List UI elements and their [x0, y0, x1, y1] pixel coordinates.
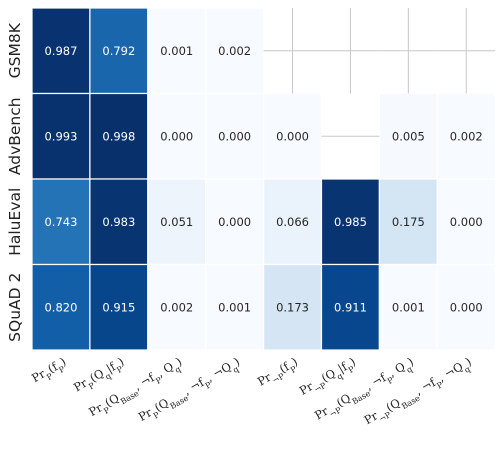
cell-value-label: 0.002: [218, 44, 251, 58]
cell-value-label: 0.005: [392, 129, 425, 143]
cell-value-label: 0.000: [276, 129, 309, 143]
column-label: Pr¬P(QBase, ¬fP, ¬Qq): [362, 354, 476, 430]
cell-value-label: 0.000: [450, 215, 483, 229]
row-label: AdvBench: [6, 97, 24, 175]
cell-value-label: 0.792: [102, 44, 135, 58]
heatmap-cell: [31, 7, 91, 95]
column-label: Pr¬P(Qq|fP): [297, 354, 360, 400]
column-labels: PrP(fP)PrP(Qq|fP)PrP(QBase, ¬fP, Qq)PrP(…: [29, 354, 476, 430]
heatmap-cell: [147, 263, 207, 351]
column-label: PrP(Qq|fP): [71, 354, 128, 397]
missing-cell-markers: [263, 8, 496, 137]
heatmap-cell: [436, 178, 496, 266]
cell-value-label: 0.998: [102, 129, 135, 143]
heatmap-cell: [31, 178, 91, 266]
heatmap-cell: [205, 263, 265, 351]
cell-value-label: 0.002: [160, 300, 193, 314]
cell-value-label: 0.173: [276, 300, 309, 314]
heatmap-cell: [378, 178, 438, 266]
heatmap-cell: [320, 263, 381, 351]
heatmap-cell: [436, 92, 496, 180]
row-label: HaluEval: [6, 188, 24, 256]
cell-value-label: 0.000: [218, 215, 251, 229]
cell-value-label: 0.743: [44, 215, 77, 229]
heatmap-cells: [31, 7, 496, 351]
cell-value-label: 0.000: [160, 129, 193, 143]
cell-value-label: 0.000: [218, 129, 251, 143]
heatmap-cell: [89, 263, 149, 351]
cell-value-label: 0.820: [44, 300, 77, 314]
row-labels: GSM8K AdvBench HaluEval SQuAD 2: [6, 22, 24, 342]
cell-value-label: 0.985: [334, 215, 367, 229]
cell-value-label: 0.001: [218, 300, 251, 314]
cell-value-label: 0.987: [44, 44, 77, 58]
heatmap-cell: [147, 178, 207, 266]
heatmap-cell: [147, 7, 207, 95]
cell-value-label: 0.051: [160, 215, 193, 229]
row-label: SQuAD 2: [6, 273, 24, 342]
cell-value-label: 0.175: [392, 215, 425, 229]
heatmap-cell: [31, 263, 91, 351]
cell-value-labels: 0.987 0.792 0.001 0.002 0.993 0.998 0.000 0.000…: [44, 44, 482, 315]
cell-value-label: 0.002: [450, 129, 483, 143]
cell-value-label: 0.915: [102, 300, 135, 314]
cell-value-label: 0.983: [102, 215, 135, 229]
heatmap-cell: [263, 178, 323, 266]
cell-value-label: 0.911: [334, 300, 367, 314]
heatmap-cell: [436, 263, 496, 351]
heatmap-cell: [378, 92, 438, 180]
cell-value-label: 0.001: [392, 300, 425, 314]
cell-value-label: 0.001: [160, 44, 193, 58]
cell-value-label: 0.066: [276, 215, 309, 229]
column-label: PrP(QBase, ¬fP, ¬Qq): [136, 354, 244, 426]
column-label: PrP(fP): [29, 354, 70, 388]
cell-value-label: 0.993: [44, 129, 77, 143]
row-label: GSM8K: [6, 22, 24, 78]
cell-value-label: 0.000: [450, 300, 483, 314]
heatmap-cell: [89, 92, 149, 180]
heatmap-cell: [320, 178, 381, 266]
heatmap-cell: [89, 7, 149, 95]
column-label: Pr¬P(fP): [255, 354, 302, 391]
heatmap-cell: [205, 92, 265, 180]
